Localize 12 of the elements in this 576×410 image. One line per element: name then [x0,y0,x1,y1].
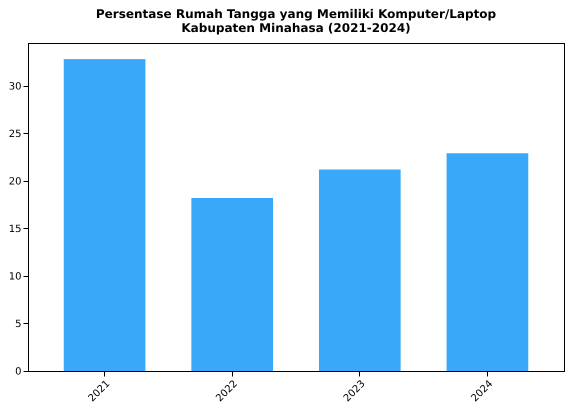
chart-title: Persentase Rumah Tangga yang Memiliki Komputer/Laptop Kabupaten Minahasa (2021-2024) [96,7,497,35]
y-tick-label: 20 [8,176,22,188]
bar [191,198,274,371]
y-tick-label: 0 [15,366,22,378]
y-tick-label: 15 [8,224,22,235]
bar [318,169,401,371]
y-tick-label: 25 [8,128,22,140]
bar [446,153,528,371]
y-tick-label: 10 [8,271,22,282]
bar [64,59,146,371]
y-tick-label: 5 [15,318,22,330]
y-tick-label: 30 [8,81,22,92]
